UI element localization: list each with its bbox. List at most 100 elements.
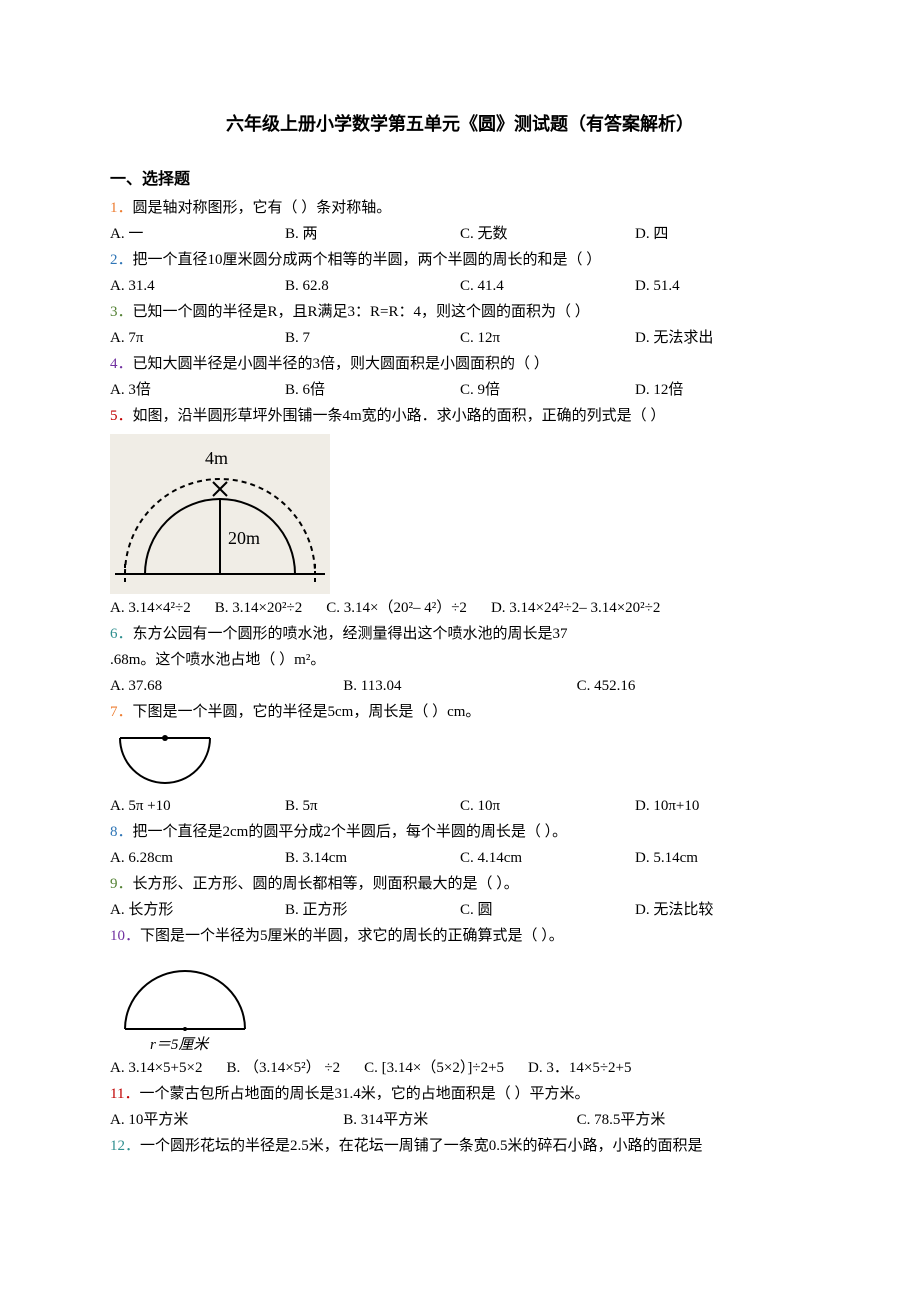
q5-opt-b: B. 3.14×20²÷2 <box>215 596 302 620</box>
q11-opt-a: A. 10平方米 <box>110 1108 343 1132</box>
q8-text: 把一个直径是2cm的圆平分成2个半圆后，每个半圆的周长是（ ）。 <box>133 824 568 840</box>
question-7: 7．下图是一个半圆，它的半径是5cm，周长是（ ）cm。 <box>110 700 810 724</box>
semicircle-down-icon <box>110 730 220 792</box>
q8-opt-c: C. 4.14cm <box>460 846 635 870</box>
q12-num: 12． <box>110 1138 140 1154</box>
q5-text: 如图，沿半圆形草坪外围铺一条4m宽的小路．求小路的面积，正确的列式是（ ） <box>133 408 666 424</box>
q4-options: A. 3倍 B. 6倍 C. 9倍 D. 12倍 <box>110 378 810 402</box>
q7-opt-c: C. 10π <box>460 794 635 818</box>
question-3: 3．已知一个圆的半径是R，且R满足3：R=R：4，则这个圆的面积为（ ） <box>110 300 810 324</box>
page-root: 六年级上册小学数学第五单元《圆》测试题（有答案解析） 一、选择题 1．圆是轴对称… <box>0 0 920 1200</box>
q2-num: 2． <box>110 252 133 268</box>
q5-options: A. 3.14×4²÷2 B. 3.14×20²÷2 C. 3.14×（20²–… <box>110 596 810 620</box>
q6-num: 6． <box>110 626 133 642</box>
q4-opt-b: B. 6倍 <box>285 378 460 402</box>
q2-opt-a: A. 31.4 <box>110 274 285 298</box>
q4-text: 已知大圆半径是小圆半径的3倍，则大圆面积是小圆面积的（ ） <box>133 356 549 372</box>
q3-options: A. 7π B. 7 C. 12π D. 无法求出 <box>110 326 810 350</box>
q2-opt-b: B. 62.8 <box>285 274 460 298</box>
q5-num: 5． <box>110 408 133 424</box>
q9-options: A. 长方形 B. 正方形 C. 圆 D. 无法比较 <box>110 898 810 922</box>
question-1: 1．圆是轴对称图形，它有（ ）条对称轴。 <box>110 196 810 220</box>
question-8: 8．把一个直径是2cm的圆平分成2个半圆后，每个半圆的周长是（ ）。 <box>110 820 810 844</box>
q1-text: 圆是轴对称图形，它有（ ）条对称轴。 <box>133 200 392 216</box>
q11-num: 11． <box>110 1086 139 1102</box>
q9-opt-a: A. 长方形 <box>110 898 285 922</box>
section-heading: 一、选择题 <box>110 167 810 193</box>
q6-text2: .68m。这个喷水池占地（ ）m²。 <box>110 652 325 668</box>
q5-figure: 4m 20m <box>110 434 810 594</box>
q6-opt-a: A. 37.68 <box>110 674 343 698</box>
q8-opt-d: D. 5.14cm <box>635 846 810 870</box>
question-11: 11．一个蒙古包所占地面的周长是31.4米，它的占地面积是（ ）平方米。 <box>110 1082 810 1106</box>
q7-opt-a: A. 5π +10 <box>110 794 285 818</box>
q7-num: 7． <box>110 704 133 720</box>
q1-opt-a: A. 一 <box>110 222 285 246</box>
q9-num: 9． <box>110 876 133 892</box>
q6-text1: 东方公园有一个圆形的喷水池，经测量得出这个喷水池的周长是37 <box>133 626 568 642</box>
label-4m: 4m <box>205 448 228 468</box>
question-10: 10．下图是一个半径为5厘米的半圆，求它的周长的正确算式是（ ）。 <box>110 924 810 948</box>
q3-opt-a: A. 7π <box>110 326 285 350</box>
semicircle-radius-icon: r＝5厘米 <box>110 954 260 1054</box>
q6-opt-c: C. 452.16 <box>577 674 810 698</box>
q12-text: 一个圆形花坛的半径是2.5米，在花坛一周铺了一条宽0.5米的碎石小路，小路的面积… <box>140 1138 703 1154</box>
q11-opt-c: C. 78.5平方米 <box>577 1108 810 1132</box>
q6-opt-b: B. 113.04 <box>343 674 576 698</box>
q7-text: 下图是一个半圆，它的半径是5cm，周长是（ ）cm。 <box>133 704 481 720</box>
q10-figure: r＝5厘米 <box>110 954 810 1054</box>
q3-text: 已知一个圆的半径是R，且R满足3：R=R：4，则这个圆的面积为（ ） <box>133 304 590 320</box>
q9-opt-b: B. 正方形 <box>285 898 460 922</box>
q8-num: 8． <box>110 824 133 840</box>
q6-options: A. 37.68 B. 113.04 C. 452.16 <box>110 674 810 698</box>
q7-opt-d: D. 10π+10 <box>635 794 810 818</box>
q3-num: 3． <box>110 304 133 320</box>
q2-opt-d: D. 51.4 <box>635 274 810 298</box>
question-6b: .68m。这个喷水池占地（ ）m²。 <box>110 648 810 672</box>
q2-text: 把一个直径10厘米圆分成两个相等的半圆，两个半圆的周长的和是（ ） <box>133 252 602 268</box>
question-12: 12．一个圆形花坛的半径是2.5米，在花坛一周铺了一条宽0.5米的碎石小路，小路… <box>110 1134 810 1158</box>
q8-opt-a: A. 6.28cm <box>110 846 285 870</box>
semicircle-path-diagram: 4m 20m <box>110 434 330 594</box>
q1-num: 1． <box>110 200 133 216</box>
q4-num: 4． <box>110 356 133 372</box>
q5-opt-c: C. 3.14×（20²– 4²）÷2 <box>326 596 467 620</box>
q9-text: 长方形、正方形、圆的周长都相等，则面积最大的是（ ）。 <box>133 876 519 892</box>
q5-opt-d: D. 3.14×24²÷2– 3.14×20²÷2 <box>491 596 660 620</box>
q4-opt-c: C. 9倍 <box>460 378 635 402</box>
q11-options: A. 10平方米 B. 314平方米 C. 78.5平方米 <box>110 1108 810 1132</box>
q11-opt-b: B. 314平方米 <box>343 1108 576 1132</box>
q4-opt-a: A. 3倍 <box>110 378 285 402</box>
q1-options: A. 一 B. 两 C. 无数 D. 四 <box>110 222 810 246</box>
q2-options: A. 31.4 B. 62.8 C. 41.4 D. 51.4 <box>110 274 810 298</box>
q1-opt-c: C. 无数 <box>460 222 635 246</box>
q10-opt-b: B. （3.14×5²） ÷2 <box>226 1056 340 1080</box>
q7-options: A. 5π +10 B. 5π C. 10π D. 10π+10 <box>110 794 810 818</box>
question-2: 2．把一个直径10厘米圆分成两个相等的半圆，两个半圆的周长的和是（ ） <box>110 248 810 272</box>
question-5: 5．如图，沿半圆形草坪外围铺一条4m宽的小路．求小路的面积，正确的列式是（ ） <box>110 404 810 428</box>
q10-opt-a: A. 3.14×5+5×2 <box>110 1056 202 1080</box>
page-title: 六年级上册小学数学第五单元《圆》测试题（有答案解析） <box>110 110 810 139</box>
q3-opt-b: B. 7 <box>285 326 460 350</box>
q4-opt-d: D. 12倍 <box>635 378 810 402</box>
q10-opt-c: C. [3.14×（5×2）]÷2+5 <box>364 1056 504 1080</box>
q1-opt-b: B. 两 <box>285 222 460 246</box>
q10-text: 下图是一个半径为5厘米的半圆，求它的周长的正确算式是（ ）。 <box>140 928 564 944</box>
question-9: 9．长方形、正方形、圆的周长都相等，则面积最大的是（ ）。 <box>110 872 810 896</box>
q10-num: 10． <box>110 928 140 944</box>
q3-opt-c: C. 12π <box>460 326 635 350</box>
label-20m: 20m <box>228 528 260 548</box>
q7-opt-b: B. 5π <box>285 794 460 818</box>
label-r5: r＝5厘米 <box>150 1036 210 1053</box>
q3-opt-d: D. 无法求出 <box>635 326 810 350</box>
question-6: 6．东方公园有一个圆形的喷水池，经测量得出这个喷水池的周长是37 <box>110 622 810 646</box>
q8-opt-b: B. 3.14cm <box>285 846 460 870</box>
q9-opt-d: D. 无法比较 <box>635 898 810 922</box>
q10-options: A. 3.14×5+5×2 B. （3.14×5²） ÷2 C. [3.14×（… <box>110 1056 810 1080</box>
q2-opt-c: C. 41.4 <box>460 274 635 298</box>
q9-opt-c: C. 圆 <box>460 898 635 922</box>
q8-options: A. 6.28cm B. 3.14cm C. 4.14cm D. 5.14cm <box>110 846 810 870</box>
q1-opt-d: D. 四 <box>635 222 810 246</box>
q11-text: 一个蒙古包所占地面的周长是31.4米，它的占地面积是（ ）平方米。 <box>139 1086 589 1102</box>
question-4: 4．已知大圆半径是小圆半径的3倍，则大圆面积是小圆面积的（ ） <box>110 352 810 376</box>
